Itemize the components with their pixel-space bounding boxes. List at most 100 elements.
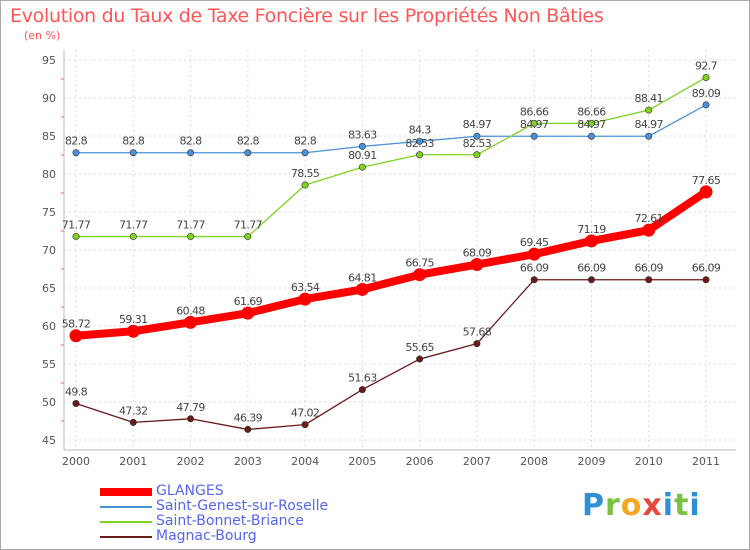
data-label: 47.79	[176, 401, 205, 414]
legend-label: Saint-Bonnet-Briance	[156, 513, 304, 529]
data-label: 61.69	[234, 295, 263, 308]
data-label: 68.09	[463, 247, 492, 260]
x-tick-label: 2003	[234, 455, 262, 468]
data-point	[301, 421, 309, 429]
chart-title: Evolution du Taux de Taxe Foncière sur l…	[10, 5, 604, 27]
data-label: 66.09	[520, 262, 549, 275]
data-point	[645, 132, 653, 140]
data-point	[473, 132, 481, 140]
x-tick-label: 2006	[406, 455, 434, 468]
data-point	[699, 185, 713, 199]
data-label: 88.41	[634, 92, 663, 105]
data-label: 71.77	[62, 219, 91, 232]
data-label: 84.97	[463, 118, 492, 131]
data-label: 49.8	[65, 386, 88, 399]
data-label: 55.65	[405, 341, 434, 354]
data-label: 71.77	[176, 219, 205, 232]
data-point	[473, 151, 481, 159]
data-point	[645, 276, 653, 284]
y-tick-label: 80	[42, 168, 56, 181]
data-label: 86.66	[577, 105, 606, 118]
data-point	[72, 149, 80, 157]
data-label: 47.32	[119, 404, 148, 417]
x-tick-label: 2010	[635, 455, 663, 468]
y-tick-label: 70	[42, 244, 56, 257]
data-label: 66.09	[692, 262, 721, 275]
data-point	[187, 415, 195, 423]
data-label: 64.81	[348, 271, 377, 284]
series-line-0	[72, 187, 710, 340]
y-tick-label: 45	[42, 434, 56, 447]
data-point	[244, 149, 252, 157]
data-point	[470, 258, 484, 272]
data-label: 71.77	[119, 219, 148, 232]
brand-letter: t	[674, 488, 690, 523]
brand-letter: i	[662, 488, 675, 523]
data-point	[587, 132, 595, 140]
data-point	[72, 233, 80, 241]
data-label: 84.97	[577, 118, 606, 131]
x-tick-label: 2002	[177, 455, 205, 468]
data-label: 82.8	[237, 135, 260, 148]
data-point	[72, 400, 80, 408]
data-point	[187, 233, 195, 241]
data-point	[530, 119, 538, 127]
data-label: 71.19	[577, 223, 606, 236]
data-label: 51.63	[348, 372, 377, 385]
data-point	[702, 276, 710, 284]
data-label: 57.68	[463, 326, 492, 339]
chart-subtitle: (en %)	[24, 29, 61, 42]
legend-swatch	[100, 521, 152, 523]
data-point	[129, 418, 137, 426]
x-tick-label: 2009	[577, 455, 605, 468]
data-point	[473, 340, 481, 348]
data-point	[416, 151, 424, 159]
brand-letter: x	[642, 488, 663, 523]
y-tick-label: 55	[42, 358, 56, 371]
data-point	[645, 106, 653, 114]
x-tick-label: 2011	[692, 455, 720, 468]
data-point	[244, 233, 252, 241]
data-label: 82.53	[405, 137, 434, 150]
data-label: 82.8	[179, 135, 202, 148]
data-label: 82.8	[122, 135, 145, 148]
data-point	[358, 142, 366, 150]
data-point	[587, 276, 595, 284]
data-point	[184, 315, 198, 329]
x-tick-label: 2007	[463, 455, 491, 468]
data-point	[702, 101, 710, 109]
data-label: 83.63	[348, 128, 377, 141]
legend-label: GLANGES	[156, 483, 224, 499]
data-label: 82.53	[463, 137, 492, 150]
x-tick-label: 2000	[62, 455, 90, 468]
legend-swatch	[100, 506, 152, 508]
data-label: 59.31	[119, 313, 148, 326]
x-tick-label: 2005	[348, 455, 376, 468]
data-label: 66.09	[577, 262, 606, 275]
series-line-2	[75, 76, 707, 238]
legend-swatch	[100, 488, 152, 496]
x-tick-label: 2001	[119, 455, 147, 468]
data-point	[129, 233, 137, 241]
data-point	[358, 386, 366, 394]
data-point	[301, 149, 309, 157]
data-label: 84.97	[634, 118, 663, 131]
data-point	[298, 292, 312, 306]
data-point	[301, 181, 309, 189]
data-label: 82.8	[294, 135, 317, 148]
data-point	[358, 163, 366, 171]
data-label: 47.02	[291, 407, 320, 420]
data-label: 71.77	[234, 219, 263, 232]
data-label: 60.48	[176, 304, 205, 317]
series-line-3	[75, 279, 707, 431]
data-label: 80.91	[348, 149, 377, 162]
data-label: 72.61	[634, 212, 663, 225]
data-point	[241, 306, 255, 320]
data-label: 86.66	[520, 105, 549, 118]
brand-letter: o	[620, 488, 643, 523]
brand-letter: i	[689, 488, 701, 523]
legend-label: Magnac-Bourg	[156, 528, 257, 544]
legend-swatch	[100, 536, 152, 538]
